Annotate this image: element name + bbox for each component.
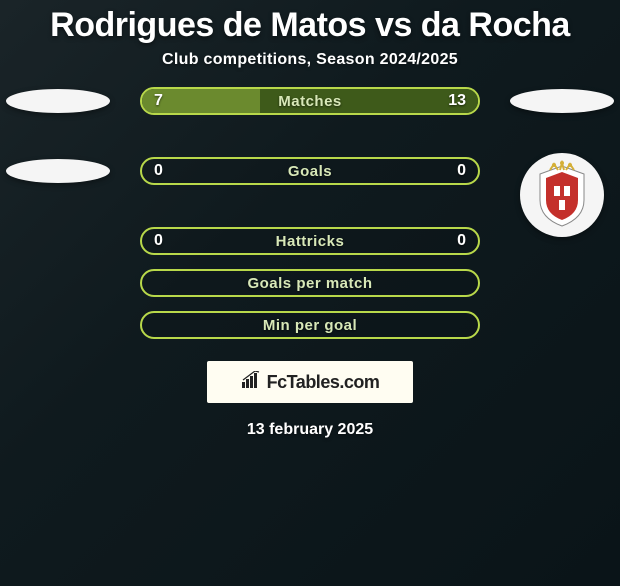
stat-bar: 00Hattricks [140,227,480,255]
stat-label: Goals per match [142,271,478,295]
stat-label: Goals [142,159,478,183]
stat-bar: Min per goal [140,311,480,339]
brand-box: FcTables.com [207,361,413,403]
date-label: 13 february 2025 [0,421,620,439]
left-team-badge [6,89,110,113]
stat-label: Hattricks [142,229,478,253]
stats-container: 713Matches 00Goals 00Hattricks Goals per m… [0,87,620,339]
brand-text: FcTables.com [267,372,380,393]
right-slot [510,129,614,213]
page-title: Rodrigues de Matos vs da Rocha [0,6,620,45]
stat-bar: 00Goals [140,157,480,185]
stat-row: Min per goal [0,311,620,339]
right-slot [510,89,614,113]
stat-label: Min per goal [142,313,478,337]
stat-row: Goals per match [0,269,620,297]
stat-row: 00Goals [0,129,620,213]
subtitle: Club competitions, Season 2024/2025 [0,51,620,69]
stat-bar: Goals per match [140,269,480,297]
stat-label: Matches [142,89,478,113]
left-slot [6,159,110,183]
right-team-crest [520,153,604,237]
stat-row: 00Hattricks [0,227,620,255]
stat-bar: 713Matches [140,87,480,115]
bar-chart-icon [241,371,261,394]
left-team-badge [6,159,110,183]
stat-row: 713Matches [0,87,620,115]
left-slot [6,89,110,113]
right-team-badge [510,89,614,113]
